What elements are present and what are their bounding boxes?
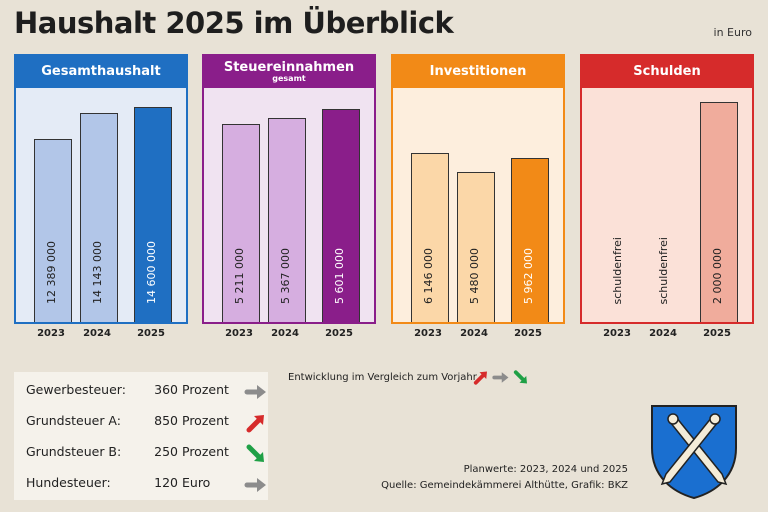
x-tick-label: 2024: [83, 328, 111, 339]
arrow-flat-icon: [244, 382, 268, 405]
tax-value: 850: [154, 413, 178, 428]
panel-title-text: Investitionen: [429, 64, 527, 80]
bar-2025: [700, 102, 738, 322]
tax-name: Gewerbesteuer:: [26, 382, 126, 397]
trend-legend-text: Entwicklung im Vergleich zum Vorjahr: [288, 372, 477, 383]
bar-2024: [457, 172, 495, 322]
x-tick-label: 2025: [325, 328, 353, 339]
panel-steuereinnahmen: Steuereinnahmen gesamt 5 211 000 5 367 000 5…: [202, 54, 376, 324]
arrow-flat-icon: [244, 475, 268, 498]
plot-area: schuldenfrei schuldenfrei 2 000 000: [582, 88, 752, 322]
arrow-up-icon: [473, 371, 487, 385]
panel-title-text: Gesamthaushalt: [41, 64, 161, 80]
bar-value-label: schuldenfrei: [657, 236, 670, 304]
arrow-flat-icon: [492, 372, 509, 383]
x-tick-label: 2023: [37, 328, 65, 339]
bar-value-label: 14 600 000: [145, 241, 158, 304]
page-title: Haushalt 2025 im Überblick: [14, 6, 454, 40]
tax-value: 250: [154, 444, 178, 459]
panel-title: Schulden: [582, 56, 752, 88]
plot-area: 5 211 000 5 367 000 5 601 000: [204, 88, 374, 322]
bar-2025: [322, 109, 360, 322]
bar-2025: [134, 107, 172, 322]
panel-title-text: Schulden: [633, 64, 701, 80]
bar-2023: [411, 153, 449, 322]
arrow-down-icon: [513, 370, 527, 384]
x-tick-label: 2025: [137, 328, 165, 339]
bar-2023: [34, 139, 72, 322]
plot-area: 6 146 000 5 480 000 5 962 000: [393, 88, 563, 322]
bar-2024: [268, 118, 306, 322]
arrow-up-icon: [244, 413, 268, 436]
bar-2023: [222, 124, 260, 322]
bar-value-label: 5 480 000: [468, 248, 481, 304]
panel-subtitle: gesamt: [272, 73, 306, 83]
tax-name: Grundsteuer B:: [26, 444, 122, 459]
panel-gesamthaushalt: Gesamthaushalt 12 389 000 14 143 000 14 600…: [14, 54, 188, 324]
bar-value-label: 14 143 000: [91, 241, 104, 304]
x-tick-label: 2023: [225, 328, 253, 339]
tax-unit: Prozent: [182, 444, 229, 459]
bar-value-label: schuldenfrei: [611, 236, 624, 304]
panel-title-text: Steuereinnahmen: [223, 59, 355, 75]
bar-2025: [511, 158, 549, 322]
trend-legend-arrows: [473, 370, 527, 385]
tax-unit: Euro: [182, 475, 211, 490]
bar-value-label: 6 146 000: [422, 248, 435, 304]
x-tick-label: 2024: [649, 328, 677, 339]
bar-value-label: 5 367 000: [279, 248, 292, 304]
tax-unit: Prozent: [182, 382, 229, 397]
bar-2024: [80, 113, 118, 322]
bar-value-label: 5 211 000: [233, 248, 246, 304]
tax-rates-box: Gewerbesteuer: 360 Prozent Grundsteuer A: 85…: [14, 372, 268, 500]
panel-title: Gesamthaushalt: [16, 56, 186, 88]
x-tick-label: 2024: [271, 328, 299, 339]
bar-value-label: 5 601 000: [333, 248, 346, 304]
plot-area: 12 389 000 14 143 000 14 600 000: [16, 88, 186, 322]
x-tick-label: 2023: [414, 328, 442, 339]
x-tick-label: 2025: [703, 328, 731, 339]
footnote-source: Quelle: Gemeindekämmerei Althütte, Grafi…: [381, 480, 628, 491]
x-tick-label: 2023: [603, 328, 631, 339]
panel-investitionen: Investitionen 6 146 000 5 480 000 5 962 000: [391, 54, 565, 324]
bar-value-label: 12 389 000: [45, 241, 58, 304]
tax-value: 360: [154, 382, 178, 397]
arrow-down-icon: [244, 444, 268, 467]
x-tick-label: 2024: [460, 328, 488, 339]
bar-value-label: 2 000 000: [711, 248, 724, 304]
footnote-plan: Planwerte: 2023, 2024 und 2025: [463, 464, 628, 475]
unit-note: in Euro: [713, 26, 752, 39]
panel-title: Steuereinnahmen gesamt: [204, 56, 374, 88]
tax-value: 120: [154, 475, 178, 490]
x-tick-label: 2025: [514, 328, 542, 339]
tax-name: Grundsteuer A:: [26, 413, 121, 428]
panel-title: Investitionen: [393, 56, 563, 88]
tax-unit: Prozent: [182, 413, 229, 428]
coat-of-arms-icon: [651, 405, 737, 500]
panel-schulden: Schulden schuldenfrei schuldenfrei 2 000 00…: [580, 54, 754, 324]
bar-value-label: 5 962 000: [522, 248, 535, 304]
tax-name: Hundesteuer:: [26, 475, 111, 490]
